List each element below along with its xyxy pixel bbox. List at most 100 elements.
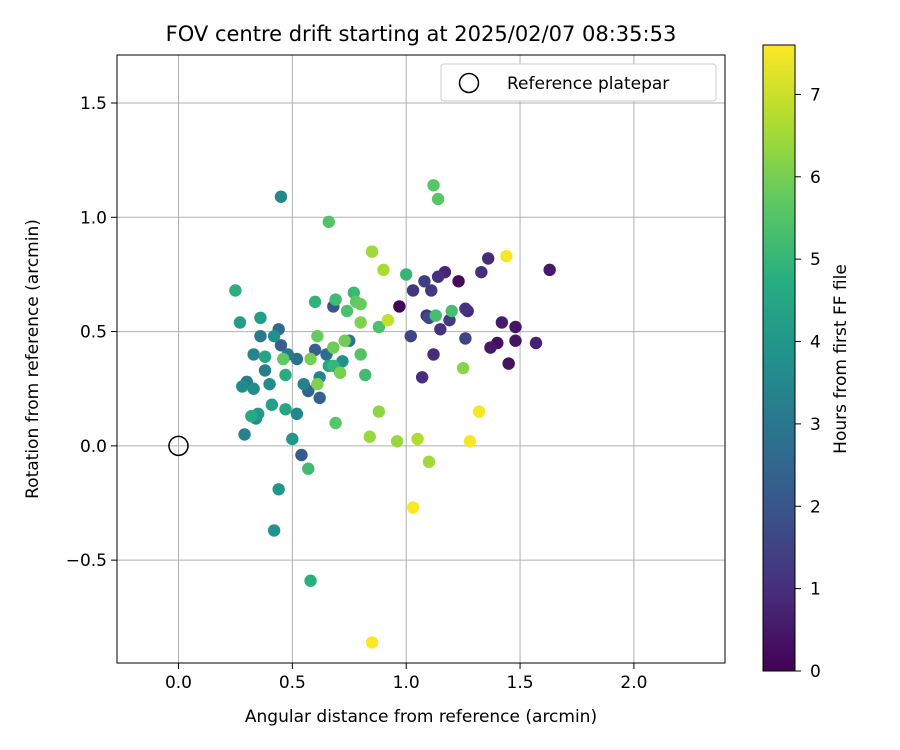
data-point [365, 636, 379, 649]
data-point [329, 293, 342, 306]
y-tick-label: 1.5 [80, 94, 107, 114]
x-tick-label: 2.0 [620, 673, 647, 693]
data-point [456, 361, 470, 375]
x-tick-label: 1.5 [507, 673, 534, 693]
x-tick-label: 0.5 [279, 673, 306, 693]
colorbar-tick-label: 7 [810, 85, 821, 105]
data-point [229, 284, 242, 297]
data-point [472, 405, 486, 418]
data-point [543, 263, 556, 277]
data-point [313, 391, 326, 405]
data-point [406, 501, 420, 514]
data-point [238, 428, 251, 441]
data-point [404, 329, 417, 343]
y-tick-label: 1.0 [80, 208, 107, 228]
data-point [267, 329, 281, 343]
x-tick-label: 1.0 [393, 673, 420, 693]
data-point [481, 252, 495, 265]
data-point [338, 334, 351, 347]
data-point [475, 265, 488, 279]
colorbar-label: Hours from first FF file [831, 264, 851, 454]
data-point [258, 350, 272, 363]
y-tick-label: 0.5 [80, 323, 107, 343]
data-point [304, 574, 317, 587]
data-point [411, 432, 424, 446]
data-point [245, 409, 258, 423]
data-point [381, 313, 395, 327]
data-point [263, 377, 276, 391]
plot-frame [116, 54, 726, 664]
data-point [329, 416, 342, 430]
data-point [247, 348, 260, 361]
data-point [422, 455, 436, 469]
reference-marker [168, 435, 189, 457]
data-point [354, 297, 367, 311]
data-point [258, 364, 272, 377]
colorbar-tick-label: 6 [810, 168, 821, 188]
data-point [502, 357, 515, 370]
data-point [377, 263, 390, 277]
data-point [302, 462, 315, 475]
data-point [431, 270, 445, 283]
data-point [274, 190, 288, 203]
data-point [274, 339, 288, 352]
data-point [463, 435, 477, 448]
data-point [297, 377, 310, 391]
data-point [406, 284, 420, 297]
colorbar-tick-label: 2 [810, 497, 821, 517]
x-axis-ticks: 0.0 0.5 1.0 1.5 2.0 [165, 663, 647, 693]
colorbar-tick-label: 5 [810, 250, 821, 270]
data-point [267, 524, 281, 537]
data-point [425, 284, 438, 297]
legend-box [440, 63, 717, 102]
data-point [399, 268, 413, 281]
data-point [254, 329, 267, 343]
data-point [359, 368, 372, 382]
data-point [254, 311, 267, 325]
y-tick-label: −0.5 [66, 551, 107, 571]
data-point [272, 483, 285, 496]
data-point [311, 329, 324, 343]
colorbar [762, 44, 796, 672]
data-point [233, 316, 247, 329]
data-point [295, 448, 308, 462]
data-point [286, 432, 299, 446]
data-point [333, 366, 347, 379]
data-point [277, 352, 290, 366]
data-point [509, 320, 522, 334]
data-point [427, 179, 440, 192]
data-point [311, 377, 324, 391]
data-point [327, 341, 340, 354]
data-point [452, 275, 465, 288]
data-point [304, 352, 317, 366]
data-point [372, 320, 386, 334]
data-point [290, 407, 304, 421]
data-point [445, 304, 458, 318]
data-point [365, 245, 379, 258]
colorbar-ticks: 0 1 2 3 4 5 6 7 [795, 85, 821, 682]
chart-title: FOV centre drift starting at 2025/02/07 … [166, 22, 677, 46]
data-point [354, 316, 367, 329]
data-point [431, 192, 445, 206]
data-point [372, 405, 386, 418]
colorbar-tick-label: 0 [810, 662, 821, 682]
data-point [354, 348, 367, 361]
data-point [340, 304, 354, 318]
data-point [418, 275, 431, 288]
data-point [484, 341, 497, 354]
reference-point [168, 435, 189, 457]
data-point [308, 343, 322, 357]
data-point [500, 249, 513, 263]
data-point [279, 403, 292, 416]
data-point [265, 398, 279, 411]
data-point [236, 380, 249, 393]
data-point [363, 430, 376, 443]
legend: Reference platepar [440, 63, 717, 102]
data-point [279, 368, 292, 382]
data-point [459, 302, 472, 315]
data-point [415, 371, 429, 384]
legend-marker-reference [458, 72, 480, 94]
y-axis-ticks: −0.5 0.0 0.5 1.0 1.5 [66, 94, 117, 571]
data-point [390, 435, 404, 448]
